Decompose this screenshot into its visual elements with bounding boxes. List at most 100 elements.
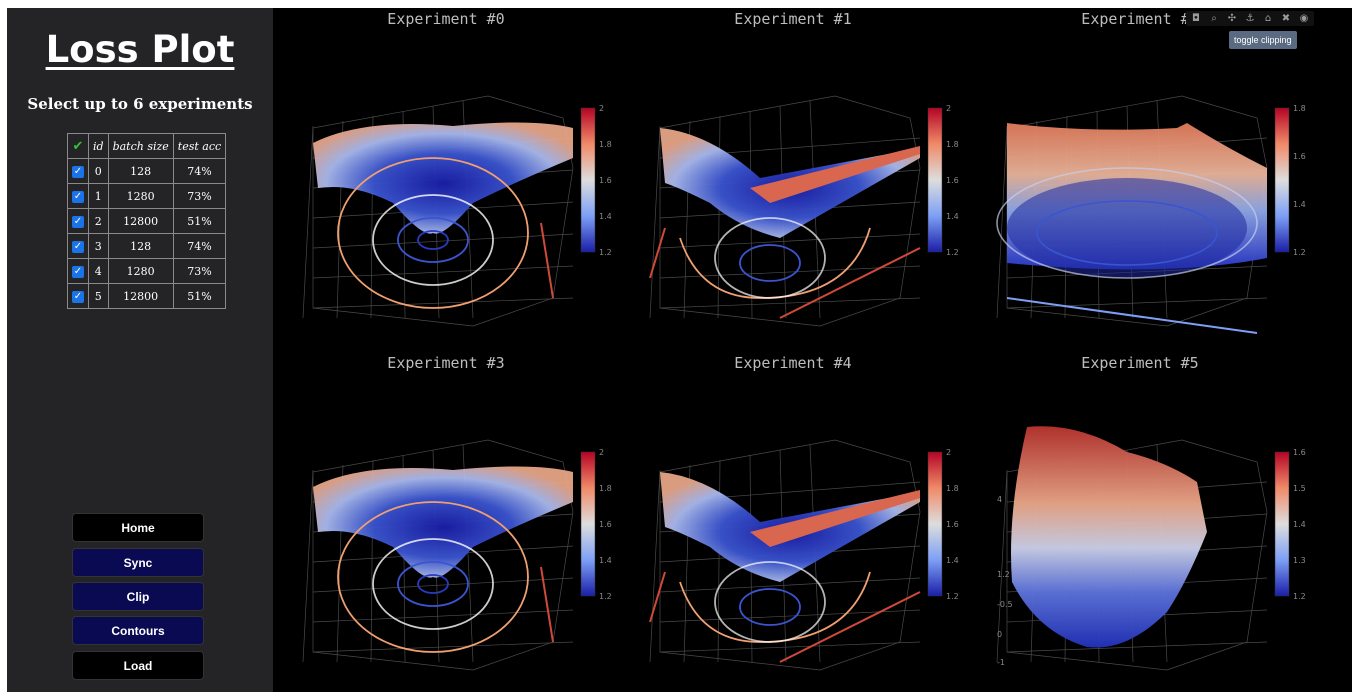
row-test-acc: 73%	[172, 258, 227, 284]
plot-title: Experiment #3	[387, 354, 505, 372]
colorbar: 1.8 1.6 1.4 1.2	[1274, 104, 1306, 257]
table-row: ✓ 5 12800 51%	[67, 283, 227, 309]
plot-title: Experiment #0	[387, 10, 505, 28]
experiment-checkbox[interactable]: ✓	[72, 265, 84, 278]
row-batch-size: 1280	[107, 258, 174, 284]
plot-panel-2[interactable]: 1.8 1.6 1.4 1.2 Experiment #2	[967, 8, 1313, 352]
colorbar-tick-label: 1.6	[599, 520, 612, 529]
colorbar-tick-label: 1.8	[599, 140, 612, 149]
experiment-checkbox[interactable]: ✓	[72, 165, 84, 178]
loss-surface	[649, 128, 921, 319]
plot-scene[interactable]: 1.6 1.5 1.4 1.3 1.2 4 1.2 -0.5 0 -1	[967, 352, 1313, 692]
colorbar-tick-label: 1.6	[946, 520, 959, 529]
row-batch-size: 12800	[107, 283, 174, 309]
plot-panel-5[interactable]: 1.6 1.5 1.4 1.3 1.2 4 1.2 -0.5 0 -1 Experiment #5	[967, 352, 1313, 692]
clip-button[interactable]: Clip	[72, 582, 204, 611]
experiment-checkbox[interactable]: ✓	[72, 190, 84, 203]
colorbar-tick-label: 1.4	[946, 556, 959, 565]
plot-scene[interactable]: 2 1.8 1.6 1.4 1.2	[273, 352, 619, 692]
colorbar-tick-label: 1.2	[1293, 592, 1306, 601]
plot-modebar: ◘ ⌕ ✣ ⚓ ⌂ ✖ ◉	[1186, 11, 1314, 26]
experiment-checkbox[interactable]: ✓	[72, 290, 84, 303]
plot-title: Experiment #5	[1081, 354, 1199, 372]
colorbar-tick-label: 1.6	[946, 176, 959, 185]
colorbar-tick-label: 1.4	[1293, 520, 1306, 529]
table-row: ✓ 3 128 74%	[67, 233, 227, 259]
plot-scene[interactable]: 2 1.8 1.6 1.4 1.2	[620, 352, 966, 692]
zoom-icon[interactable]: ⌕	[1211, 13, 1217, 24]
select-heading: Select up to 6 experiments	[27, 95, 253, 113]
colorbar-tick-label: 1.5	[1293, 484, 1306, 493]
row-checkbox-cell: ✓	[67, 258, 89, 284]
experiment-checkbox[interactable]: ✓	[72, 215, 84, 228]
header-check: ✔	[67, 133, 89, 159]
loss-surface	[313, 122, 573, 309]
plot-title: Experiment #2	[1081, 10, 1199, 28]
loss-surface	[313, 466, 573, 653]
plot-panel-0[interactable]: 2 1.8 1.6 1.4 1.2 Experiment #0	[273, 8, 619, 352]
row-test-acc: 73%	[172, 183, 227, 209]
plot-scene[interactable]: 2 1.8 1.6 1.4 1.2	[273, 8, 619, 352]
row-id: 2	[88, 208, 109, 234]
plot-scene[interactable]: 2 1.8 1.6 1.4 1.2	[620, 8, 966, 352]
row-id: 4	[88, 258, 109, 284]
sync-button[interactable]: Sync	[72, 548, 204, 577]
table-row: ✓ 4 1280 73%	[67, 258, 227, 284]
row-batch-size: 1280	[107, 183, 174, 209]
colorbar-tick-label: 1.6	[599, 176, 612, 185]
home-icon[interactable]: ⌂	[1264, 13, 1272, 24]
plot-panel-1[interactable]: 2 1.8 1.6 1.4 1.2 Experiment #1	[620, 8, 966, 352]
colorbar-tick-label: 1.4	[1293, 200, 1306, 209]
app-title-link[interactable]: Loss Plot	[45, 28, 235, 71]
sidebar: Loss Plot Select up to 6 experiments ✔ i…	[7, 8, 273, 692]
row-checkbox-cell: ✓	[67, 158, 89, 184]
row-test-acc: 74%	[172, 158, 227, 184]
axis-tick-label: 1.2	[997, 570, 1010, 579]
table-header-row: ✔ id batch size test acc	[67, 133, 227, 159]
colorbar-tick-label: 1.2	[599, 248, 612, 257]
experiments-table: ✔ id batch size test acc ✓ 0 128 74% ✓ 1…	[67, 133, 227, 309]
clipping-icon[interactable]: ✖	[1281, 13, 1291, 24]
row-checkbox-cell: ✓	[67, 208, 89, 234]
eye-icon[interactable]: ◉	[1299, 13, 1309, 24]
colorbar-tick-label: 1.4	[599, 556, 612, 565]
axis-tick-label: 4	[997, 495, 1002, 504]
colorbar-tick-label: 1.8	[946, 484, 959, 493]
colorbar-tick-label: 1.6	[1293, 152, 1306, 161]
row-test-acc: 51%	[172, 208, 227, 234]
home-button[interactable]: Home	[72, 513, 204, 542]
row-checkbox-cell: ✓	[67, 283, 89, 309]
pan-icon[interactable]: ✣	[1227, 13, 1237, 24]
row-test-acc: 74%	[172, 233, 227, 259]
plot-title: Experiment #4	[734, 354, 852, 372]
colorbar-tick-label: 1.4	[946, 212, 959, 221]
toggle-clipping-tooltip: toggle clipping	[1229, 31, 1297, 49]
colorbar-tick-label: 2	[599, 104, 604, 113]
table-row: ✓ 1 1280 73%	[67, 183, 227, 209]
colorbar-tick-label: 1.8	[599, 484, 612, 493]
axis-tick-label: -0.5	[997, 600, 1013, 609]
experiment-checkbox[interactable]: ✓	[72, 240, 84, 253]
camera-icon[interactable]: ◘	[1192, 13, 1200, 24]
plot-title: Experiment #1	[734, 10, 852, 28]
row-checkbox-cell: ✓	[67, 183, 89, 209]
plot-scene[interactable]: 1.8 1.6 1.4 1.2	[967, 8, 1313, 352]
plot-panel-3[interactable]: 2 1.8 1.6 1.4 1.2 Experiment #3	[273, 352, 619, 692]
loss-surface	[649, 472, 921, 663]
row-id: 1	[88, 183, 109, 209]
colorbar-tick-label: 1.2	[946, 592, 959, 601]
colorbar-tick-label: 1.2	[1293, 248, 1306, 257]
row-id: 5	[88, 283, 109, 309]
colorbar-tick-label: 1.6	[1293, 448, 1306, 457]
colorbar: 2 1.8 1.6 1.4 1.2	[927, 448, 959, 601]
axis-tick-label: 0	[997, 630, 1002, 639]
colorbar-tick-label: 2	[946, 104, 951, 113]
table-row: ✓ 2 12800 51%	[67, 208, 227, 234]
plot-panel-4[interactable]: 2 1.8 1.6 1.4 1.2 Experiment #4	[620, 352, 966, 692]
loss-surface	[1011, 426, 1207, 648]
orbit-icon[interactable]: ⚓	[1245, 13, 1255, 24]
load-button[interactable]: Load	[72, 651, 204, 680]
row-batch-size: 128	[107, 233, 174, 259]
row-checkbox-cell: ✓	[67, 233, 89, 259]
contours-button[interactable]: Contours	[72, 616, 204, 645]
